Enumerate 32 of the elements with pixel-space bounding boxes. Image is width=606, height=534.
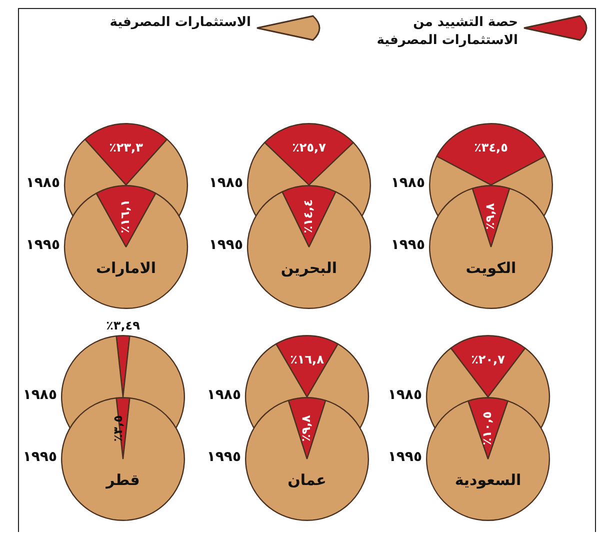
slice-label: ١٩٨٥ [206, 387, 241, 403]
legend-label: الاستثمارات المصرفية [108, 14, 251, 32]
data-label: ٪٩,٨ [299, 414, 314, 442]
slice-label: ١٩٩٥ [390, 237, 425, 253]
data-label: ٪٣,٥ [111, 415, 126, 442]
data-label: ٪٢٥,٧ [292, 140, 327, 154]
text: السعودية [454, 471, 522, 489]
text: الكويت [464, 259, 518, 277]
text: البحرين [280, 259, 338, 277]
slice-label: ١٩٩٥ [24, 237, 60, 253]
data-label: ٪١٦,١ [118, 199, 132, 234]
slice-label: ١٩٨٥ [24, 175, 60, 191]
data-label: ٪٢٠,٧ [471, 352, 506, 366]
slice-label: ١٩٩٥ [386, 449, 422, 465]
legend-label: حصة التشييد من الاستثمارات المصرفية [376, 14, 518, 50]
slice-label: ١٩٨٥ [390, 175, 425, 191]
slice-label: ١٩٩٥ [206, 449, 241, 465]
text: الامارات [94, 259, 158, 277]
slice-label: ١٩٩٥ [22, 449, 57, 465]
data-label: ٪٢٣,٣ [109, 140, 144, 154]
slice-label: ١٩٨٥ [208, 175, 243, 191]
data-label: ٪١٦,٨ [290, 352, 325, 366]
slice-label: ١٩٩٥ [208, 237, 243, 253]
slice-label: ١٩٨٥ [386, 387, 422, 403]
text: عمان [286, 471, 328, 489]
data-label: ٪٣٤,٥ [474, 140, 508, 154]
data-label: ٪١٤,٤ [301, 199, 316, 234]
data-label: ٪٩,٨ [483, 202, 498, 230]
text: قطر [104, 471, 141, 489]
data-label: ٪١٠,٥ [480, 411, 494, 446]
slice-label: ١٩٨٥ [22, 387, 57, 403]
data-label: ٪٣,٤٩ [106, 318, 141, 333]
